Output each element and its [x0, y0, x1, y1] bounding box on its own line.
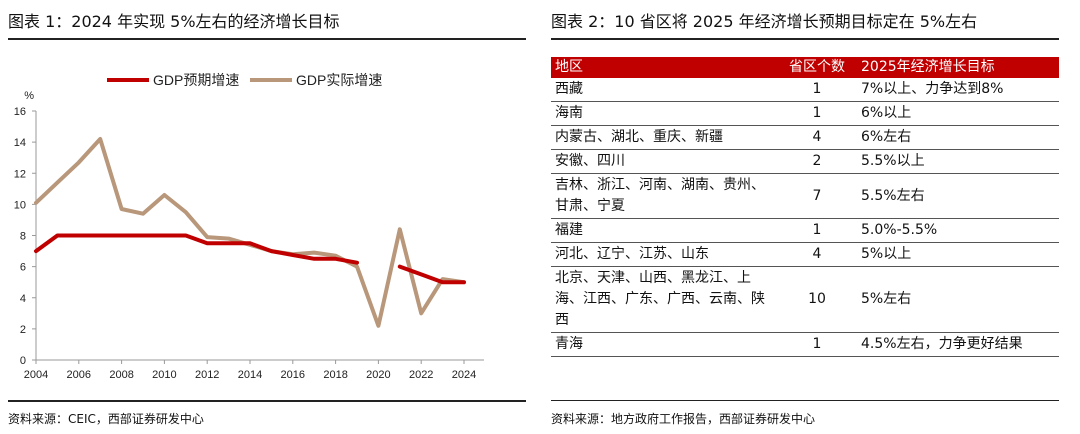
y-tick-label: 16	[14, 106, 26, 118]
right-panel-title: 图表 2：10 省区将 2025 年经济增长预期目标定在 5%左右	[551, 12, 978, 31]
x-tick-label: 2018	[323, 369, 347, 381]
cell-region: 青海	[551, 332, 777, 357]
cell-count: 2	[777, 149, 857, 174]
cell-count: 1	[777, 78, 857, 102]
header-target: 2025年经济增长目标	[857, 57, 1059, 78]
cell-target: 5.0%-5.5%	[857, 218, 1059, 243]
left-source-note: 资料来源：CEIC，西部证券研发中心	[8, 412, 204, 426]
chart-legend: GDP预期增速 GDP实际增速	[107, 72, 382, 88]
y-tick-label: 4	[20, 293, 26, 305]
chart-series	[34, 137, 466, 328]
left-title-rule	[8, 38, 526, 40]
x-axis: 2004 2006 2008 2010 2012 2014 2016 2018 2020 2022…	[24, 359, 484, 381]
right-bottom-rule	[551, 400, 1059, 401]
cell-target: 6%左右	[857, 125, 1059, 150]
table-body: 西藏 1 7%以上、力争达到8% 海南 1 6%以上 内蒙古、湖北、重庆、新疆 4 6%左右…	[551, 78, 1059, 357]
cell-region: 西藏	[551, 78, 777, 102]
cell-count: 10	[777, 266, 857, 333]
x-tick-label: 2010	[152, 369, 176, 381]
growth-target-table: 地区 省区个数 2025年经济增长目标 西藏 1 7%以上、力争达到8% 海南 1 6%…	[551, 57, 1059, 357]
y-tick-label: 0	[20, 355, 26, 367]
table-row: 河北、辽宁、江苏、山东 4 5%以上	[551, 242, 1059, 267]
x-tick-label: 2024	[452, 369, 476, 381]
x-tick-label: 2004	[24, 369, 48, 381]
x-tick-label: 2022	[409, 369, 433, 381]
table-row: 安徽、四川 2 5.5%以上	[551, 149, 1059, 174]
x-tick-label: 2020	[366, 369, 390, 381]
y-axis: 0 2 4 6 8 10 12 14 16%	[14, 90, 37, 367]
cell-count: 7	[777, 173, 857, 219]
right-title-rule	[551, 38, 1059, 40]
table-row: 北京、天津、山西、黑龙江、上海、江西、广东、广西、云南、陕西 10 5%左右	[551, 266, 1059, 333]
cell-region: 北京、天津、山西、黑龙江、上海、江西、广东、广西、云南、陕西	[551, 266, 777, 333]
cell-target: 5%左右	[857, 266, 1059, 333]
header-count: 省区个数	[777, 57, 857, 78]
gdp-actual-line	[34, 137, 466, 328]
x-tick-label: 2012	[195, 369, 219, 381]
y-tick-label: 8	[20, 231, 26, 243]
table-row: 福建 1 5.0%-5.5%	[551, 218, 1059, 243]
table-row: 西藏 1 7%以上、力争达到8%	[551, 78, 1059, 102]
cell-target: 4.5%左右，力争更好结果	[857, 332, 1059, 357]
cell-target: 5%以上	[857, 242, 1059, 267]
y-tick-label: 12	[14, 168, 26, 180]
cell-region: 河北、辽宁、江苏、山东	[551, 242, 777, 267]
table-row: 内蒙古、湖北、重庆、新疆 4 6%左右	[551, 125, 1059, 150]
y-tick-label: 10	[14, 199, 26, 211]
cell-target: 6%以上	[857, 101, 1059, 126]
table-row: 海南 1 6%以上	[551, 101, 1059, 126]
gdp-target-line	[34, 233, 359, 265]
left-panel-title: 图表 1：2024 年实现 5%左右的经济增长目标	[8, 12, 340, 31]
cell-region: 吉林、浙江、河南、湖南、贵州、甘肃、宁夏	[551, 173, 777, 219]
table-row: 吉林、浙江、河南、湖南、贵州、甘肃、宁夏 7 5.5%左右	[551, 173, 1059, 219]
y-tick-label: 14	[14, 137, 26, 149]
x-tick-label: 2006	[67, 369, 91, 381]
cell-count: 1	[777, 101, 857, 126]
legend-label: GDP预期增速	[153, 72, 239, 88]
y-tick-label: 2	[20, 324, 26, 336]
cell-count: 4	[777, 242, 857, 267]
cell-region: 海南	[551, 101, 777, 126]
cell-region: 内蒙古、湖北、重庆、新疆	[551, 125, 777, 150]
cell-count: 1	[777, 218, 857, 243]
cell-region: 安徽、四川	[551, 149, 777, 174]
header-region: 地区	[551, 57, 777, 78]
x-tick-label: 2016	[281, 369, 305, 381]
left-bottom-rule	[8, 400, 526, 402]
y-tick-label: 6	[20, 262, 26, 274]
right-source-note: 资料来源：地方政府工作报告，西部证券研发中心	[551, 412, 816, 426]
y-axis-unit-label: %	[24, 90, 34, 102]
cell-count: 4	[777, 125, 857, 150]
table-header-row: 地区 省区个数 2025年经济增长目标	[551, 57, 1059, 78]
gdp-target-line	[397, 264, 466, 285]
cell-target: 7%以上、力争达到8%	[857, 78, 1059, 102]
x-tick-label: 2014	[238, 369, 262, 381]
x-tick-label: 2008	[109, 369, 133, 381]
cell-target: 5.5%以上	[857, 149, 1059, 174]
legend-label: GDP实际增速	[296, 72, 382, 88]
cell-region: 福建	[551, 218, 777, 243]
table-row: 青海 1 4.5%左右，力争更好结果	[551, 332, 1059, 357]
cell-target: 5.5%左右	[857, 173, 1059, 219]
cell-count: 1	[777, 332, 857, 357]
